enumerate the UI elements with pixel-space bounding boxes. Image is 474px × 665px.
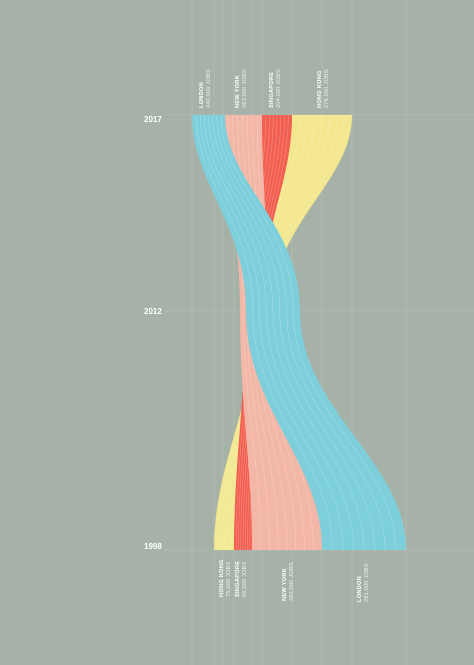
top-label-jobs: 204,000 JOBS xyxy=(276,69,282,108)
year-axis: 2017 2012 1998 xyxy=(144,115,162,551)
bottom-label-singapore: SINGAPORE 66,500 JOBS xyxy=(235,561,248,597)
bottom-label-city: NEW YORK xyxy=(282,568,288,601)
bottom-label-city: HONG KONG xyxy=(219,559,225,597)
top-label-city: SINGAPORE xyxy=(269,72,275,108)
top-label-city: HONG KONG xyxy=(317,70,323,108)
bottom-label-new-york: NEW YORK 282,000 JOBS xyxy=(282,562,295,601)
stream-band xyxy=(192,115,406,550)
top-label-hong-kong: HONG KONG 278,000 JOBS xyxy=(317,69,330,108)
top-label-jobs: 263,000 JOBS xyxy=(242,69,248,108)
stream-strand xyxy=(216,114,386,551)
bottom-label-jobs: 282,000 JOBS xyxy=(289,562,295,601)
streams xyxy=(192,114,406,551)
bottom-label-jobs: 281,000 JOBS xyxy=(364,563,370,602)
stream-strand xyxy=(208,114,365,551)
stream-strand xyxy=(220,114,396,551)
bottom-labels: HONG KONG 75,000 JOBS SINGAPORE 66,500 J… xyxy=(219,559,370,602)
top-label-singapore: SINGAPORE 204,000 JOBS xyxy=(269,69,282,108)
year-label-1998: 1998 xyxy=(144,542,162,551)
top-label-jobs: 278,000 JOBS xyxy=(324,69,330,108)
bottom-label-city: SINGAPORE xyxy=(235,561,241,597)
stream-strand xyxy=(204,114,354,551)
year-label-2012: 2012 xyxy=(144,307,162,316)
stream-strand xyxy=(200,114,344,551)
stream-strand xyxy=(195,114,333,551)
bottom-label-london: LONDON 281,000 JOBS xyxy=(357,563,370,602)
bottom-label-jobs: 75,000 JOBS xyxy=(226,561,232,597)
bottom-label-jobs: 66,500 JOBS xyxy=(242,561,248,597)
top-label-city: NEW YORK xyxy=(235,75,241,108)
stream-london xyxy=(192,114,406,551)
stream-strand xyxy=(212,114,375,551)
top-label-new-york: NEW YORK 263,000 JOBS xyxy=(235,69,248,108)
bottom-label-city: LONDON xyxy=(357,576,363,602)
top-label-jobs: 240,000 JOBS xyxy=(206,69,212,108)
top-label-london: LONDON 240,000 JOBS xyxy=(199,69,212,108)
year-label-2017: 2017 xyxy=(144,115,162,124)
bottom-label-hong-kong: HONG KONG 75,000 JOBS xyxy=(219,559,232,597)
top-labels: LONDON 240,000 JOBS NEW YORK 263,000 JOB… xyxy=(199,69,330,108)
top-label-city: LONDON xyxy=(199,82,205,108)
